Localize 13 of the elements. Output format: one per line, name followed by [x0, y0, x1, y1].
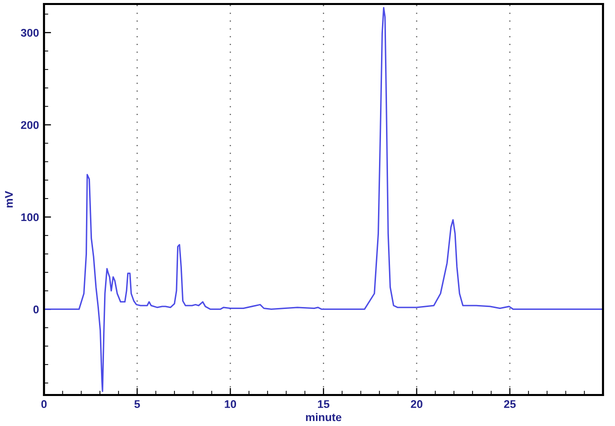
y-tick-label: 100 — [21, 213, 39, 222]
x-axis-title: minute — [306, 412, 342, 422]
y-axis-title: mV — [5, 190, 13, 208]
y-tick-label: 0 — [33, 306, 39, 314]
y-tick-label: 200 — [20, 121, 39, 129]
y-tick-label: 300 — [20, 28, 39, 37]
x-tick-label: 10 — [224, 400, 236, 408]
line-series — [44, 6, 603, 392]
x-tick-label: 15 — [318, 400, 330, 408]
x-tick-label: 5 — [134, 400, 140, 408]
x-tick-label: 25 — [504, 400, 516, 408]
x-tick-label: 20 — [410, 400, 422, 408]
x-tick-label: 0 — [41, 400, 47, 408]
